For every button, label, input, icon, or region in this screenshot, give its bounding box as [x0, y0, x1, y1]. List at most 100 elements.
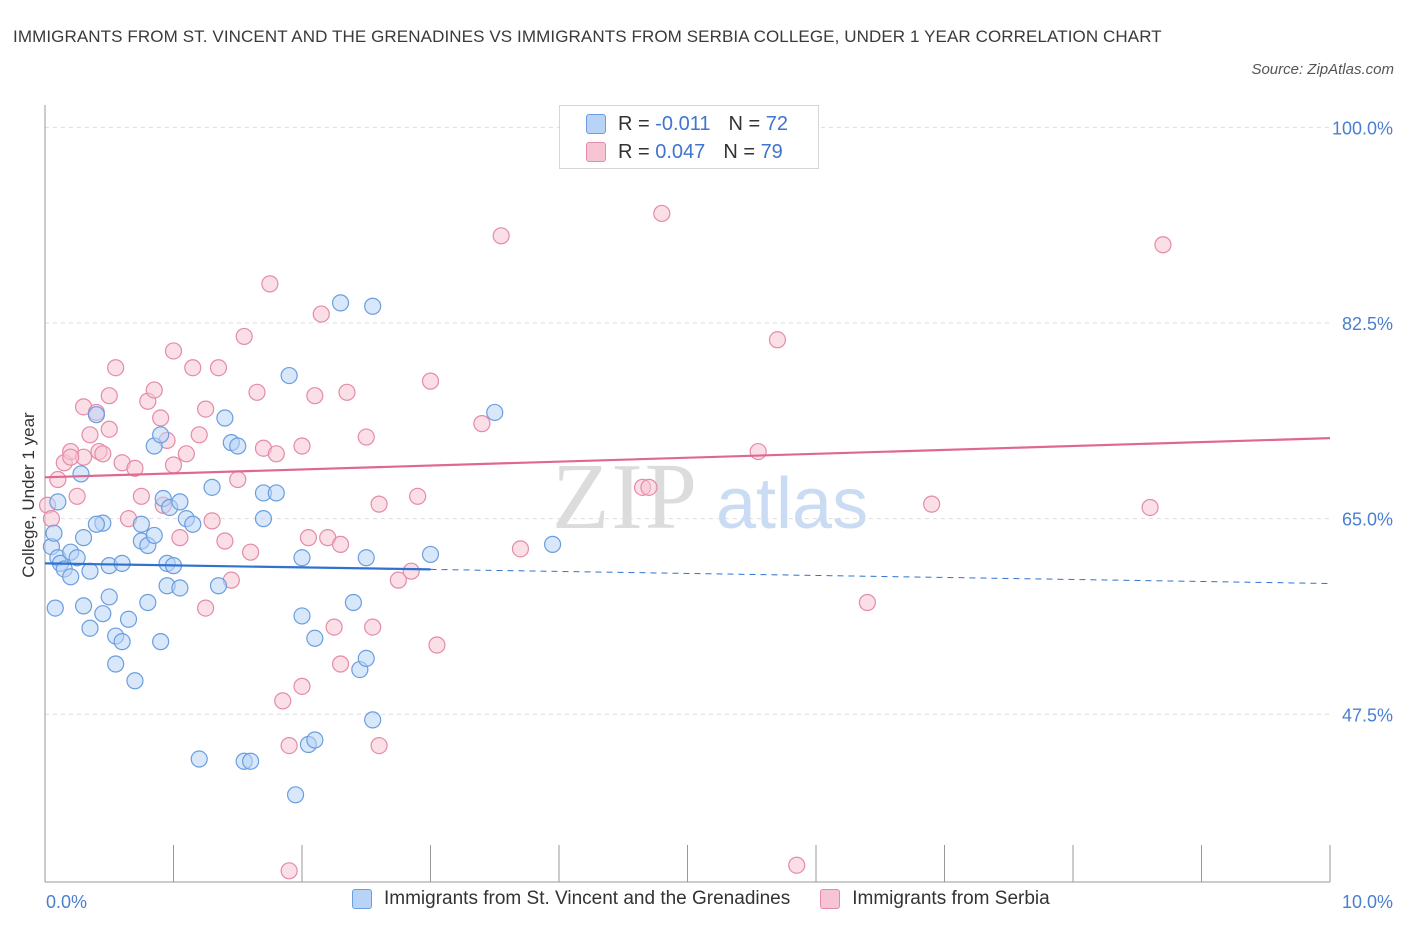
data-point — [293, 549, 311, 567]
data-point — [286, 786, 305, 804]
data-point — [788, 856, 806, 874]
data-point — [338, 383, 356, 401]
series-legend: Immigrants from St. Vincent and the Gren… — [352, 888, 1080, 910]
data-point — [421, 372, 440, 390]
data-point — [209, 577, 228, 595]
watermark-atlas: atlas — [716, 464, 868, 544]
data-point — [107, 359, 125, 377]
data-point — [923, 495, 941, 513]
data-point — [858, 593, 877, 612]
legend-pink-r-value: 0.047 — [655, 140, 706, 163]
data-point — [768, 331, 787, 349]
data-point — [640, 478, 658, 496]
data-point — [164, 456, 183, 474]
data-point — [87, 515, 106, 533]
legend-pink-n-value: 79 — [760, 140, 783, 163]
data-point — [145, 526, 163, 545]
y-tick-label: 82.5% — [1342, 314, 1393, 334]
legend-blue-n-value: 72 — [765, 112, 788, 135]
data-point — [94, 445, 112, 463]
data-point — [171, 579, 189, 597]
data-point — [184, 515, 202, 533]
data-point — [364, 618, 382, 636]
data-point — [299, 529, 318, 547]
trend-line-st-vincent — [44, 562, 431, 571]
data-point — [254, 510, 273, 528]
data-point — [261, 275, 279, 293]
data-point — [280, 737, 298, 755]
legend-label-serbia: Immigrants from Serbia — [852, 888, 1050, 909]
data-point — [203, 478, 221, 496]
data-point — [49, 493, 67, 511]
data-point — [331, 655, 350, 673]
data-point — [132, 515, 150, 533]
data-point — [235, 327, 253, 346]
source-label: Source: ZipAtlas.com — [1251, 61, 1394, 78]
data-point — [145, 381, 163, 399]
data-point — [357, 649, 375, 668]
data-point — [267, 484, 285, 502]
x-tick-label-max: 10.0% — [1342, 892, 1393, 912]
data-point — [274, 692, 292, 710]
legend-row-pink: R = 0.047 N = 79 — [586, 139, 783, 165]
data-point — [197, 400, 215, 418]
data-point — [229, 470, 247, 489]
data-point — [357, 549, 375, 567]
data-point — [139, 593, 157, 612]
data-point — [306, 731, 324, 749]
legend-label-st-vincent: Immigrants from St. Vincent and the Gren… — [384, 888, 791, 909]
data-point — [171, 529, 189, 547]
trend-line-serbia — [44, 437, 1331, 479]
data-point — [152, 409, 170, 427]
y-tick-label: 100.0% — [1332, 118, 1393, 138]
data-point — [62, 448, 80, 466]
data-point — [543, 535, 562, 553]
data-point — [293, 437, 311, 455]
data-point — [132, 487, 150, 505]
data-point — [1154, 236, 1172, 254]
legend-item-serbia[interactable]: Immigrants from Serbia — [820, 888, 1050, 910]
data-point — [229, 437, 247, 455]
data-point — [306, 629, 324, 647]
data-point — [100, 420, 118, 438]
data-point — [280, 862, 298, 880]
legend-pink-n-label: N = — [723, 140, 761, 163]
tick-labels: 47.5% 65.0% 82.5% 100.0% 0.0% 10.0% — [46, 118, 1393, 912]
legend-blue-r-value: -0.011 — [655, 112, 711, 135]
legend-swatch-serbia — [820, 889, 841, 909]
data-point — [402, 562, 420, 580]
data-point — [87, 406, 106, 424]
data-point — [364, 711, 382, 729]
trend-lines — [44, 437, 1331, 584]
data-point — [1141, 498, 1159, 517]
data-point — [171, 493, 189, 511]
data-point — [492, 227, 510, 245]
data-point — [312, 305, 330, 323]
legend-blue-n-label: N = — [728, 112, 766, 135]
data-point — [280, 366, 298, 385]
data-point — [428, 636, 446, 654]
data-point — [203, 512, 221, 530]
data-point — [293, 607, 311, 625]
data-point — [293, 677, 311, 695]
data-point — [62, 568, 80, 586]
data-point — [242, 752, 260, 770]
data-point — [164, 342, 183, 360]
data-point — [74, 597, 93, 615]
data-point — [209, 359, 228, 377]
data-point — [190, 426, 208, 444]
data-point — [242, 543, 260, 561]
data-point — [197, 599, 215, 617]
data-point — [364, 297, 382, 315]
data-point — [81, 562, 99, 580]
data-point — [72, 465, 90, 483]
data-point — [68, 549, 86, 567]
data-point — [267, 445, 285, 463]
data-point — [119, 610, 138, 628]
data-point — [389, 571, 407, 589]
grid-lines — [45, 126, 1330, 715]
data-point — [306, 387, 324, 405]
data-point — [409, 487, 427, 505]
legend-item-st-vincent[interactable]: Immigrants from St. Vincent and the Gren… — [352, 888, 790, 910]
data-point — [216, 532, 234, 550]
